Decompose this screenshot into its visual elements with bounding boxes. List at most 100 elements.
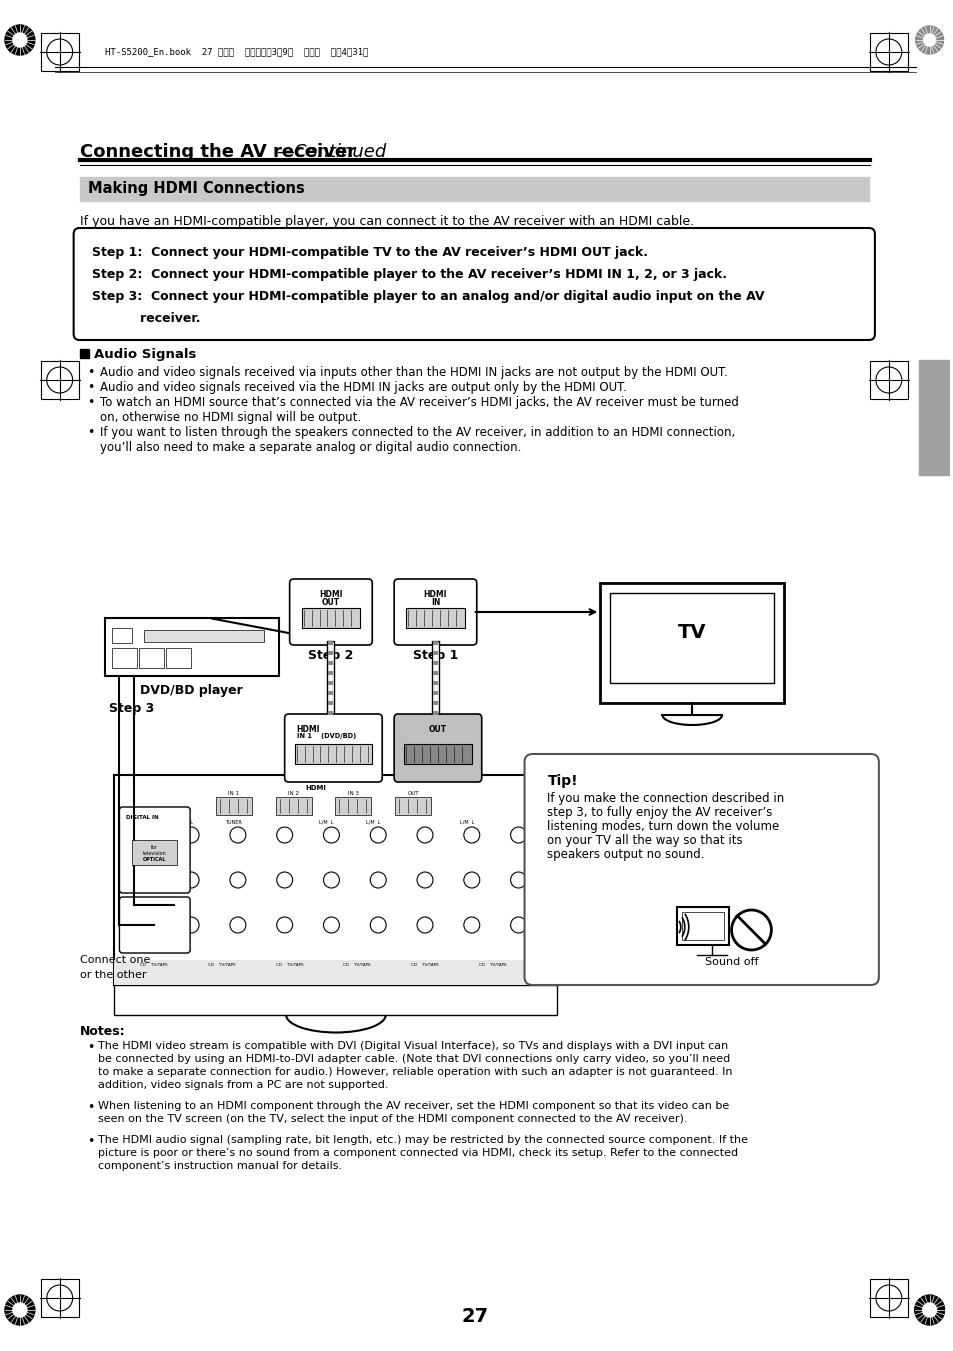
- Bar: [404, 744, 472, 765]
- Circle shape: [416, 827, 433, 843]
- Bar: [112, 628, 132, 643]
- Circle shape: [922, 1302, 936, 1317]
- Text: Audio and video signals received via the HDMI IN jacks are output only by the HD: Audio and video signals received via the…: [99, 381, 625, 394]
- Bar: [328, 701, 334, 705]
- Bar: [676, 907, 728, 944]
- Text: If you want to listen through the speakers connected to the AV receiver, in addi: If you want to listen through the speake…: [99, 426, 734, 439]
- Bar: [144, 630, 263, 642]
- Circle shape: [510, 827, 526, 843]
- Text: HDMI: HDMI: [305, 785, 326, 790]
- Text: Connect one: Connect one: [79, 955, 150, 965]
- Text: The HDMI audio signal (sampling rate, bit length, etc.) may be restricted by the: The HDMI audio signal (sampling rate, bi…: [97, 1135, 747, 1146]
- Bar: [433, 671, 437, 676]
- FancyBboxPatch shape: [119, 807, 190, 893]
- Text: listening modes, turn down the volume: listening modes, turn down the volume: [547, 820, 779, 834]
- Circle shape: [13, 1302, 27, 1317]
- Bar: [79, 177, 868, 201]
- Text: HDMI: HDMI: [319, 590, 342, 598]
- Text: step 3, to fully enjoy the AV receiver’s: step 3, to fully enjoy the AV receiver’s: [547, 807, 772, 819]
- Bar: [105, 617, 278, 676]
- Text: be connected by using an HDMI-to-DVI adapter cable. (Note that DVI connections o: be connected by using an HDMI-to-DVI ada…: [97, 1054, 729, 1065]
- Text: CD    TV/TAPE: CD TV/TAPE: [411, 963, 438, 967]
- Text: on your TV all the way so that its: on your TV all the way so that its: [547, 834, 742, 847]
- Bar: [139, 648, 164, 667]
- FancyBboxPatch shape: [524, 754, 878, 985]
- Text: picture is poor or there’s no sound from a component connected via HDMI, check i: picture is poor or there’s no sound from…: [97, 1148, 737, 1158]
- Text: To watch an HDMI source that’s connected via the AV receiver’s HDMI jacks, the A: To watch an HDMI source that’s connected…: [99, 396, 738, 409]
- Text: IN 1    (DVD/BD): IN 1 (DVD/BD): [296, 734, 355, 739]
- Bar: [79, 349, 89, 358]
- Text: IN: IN: [431, 598, 439, 607]
- FancyBboxPatch shape: [284, 713, 382, 782]
- Bar: [433, 701, 437, 705]
- Text: DIGITAL IN: DIGITAL IN: [127, 815, 159, 820]
- Text: you’ll also need to make a separate analog or digital audio connection.: you’ll also need to make a separate anal…: [99, 440, 520, 454]
- Text: HT-S5200_En.book  27 ページ  ２００９年3月9日  月曜日  午後4時31分: HT-S5200_En.book 27 ページ ２００９年3月9日 月曜日 午後…: [105, 47, 368, 57]
- Text: Tip!: Tip!: [547, 774, 578, 788]
- Bar: [433, 651, 437, 655]
- Text: OUT: OUT: [321, 598, 339, 607]
- Circle shape: [136, 827, 152, 843]
- Bar: [395, 797, 431, 815]
- Circle shape: [416, 917, 433, 934]
- Bar: [330, 778, 336, 780]
- Bar: [328, 671, 334, 676]
- Circle shape: [136, 871, 152, 888]
- Text: CD    TV/TAPE: CD TV/TAPE: [275, 963, 303, 967]
- Circle shape: [463, 917, 479, 934]
- Text: If you have an HDMI-compatible player, you can connect it to the AV receiver wit: If you have an HDMI-compatible player, y…: [79, 215, 693, 228]
- Text: component’s instruction manual for details.: component’s instruction manual for detai…: [97, 1161, 341, 1171]
- FancyBboxPatch shape: [119, 897, 190, 952]
- Circle shape: [923, 34, 935, 46]
- Bar: [294, 744, 372, 765]
- Circle shape: [183, 827, 199, 843]
- Circle shape: [5, 26, 35, 55]
- Text: or the other: or the other: [79, 970, 146, 979]
- Text: Sound off: Sound off: [704, 957, 758, 967]
- Bar: [434, 778, 441, 780]
- Circle shape: [370, 871, 386, 888]
- Text: 27: 27: [460, 1306, 488, 1325]
- Text: seen on the TV screen (on the TV, select the input of the HDMI component connect: seen on the TV screen (on the TV, select…: [97, 1115, 686, 1124]
- Circle shape: [276, 917, 293, 934]
- Circle shape: [183, 871, 199, 888]
- Bar: [114, 985, 557, 1015]
- Bar: [869, 361, 907, 399]
- Text: OUT: OUT: [407, 790, 418, 796]
- Circle shape: [230, 827, 246, 843]
- Circle shape: [510, 917, 526, 934]
- Circle shape: [416, 871, 433, 888]
- Text: •: •: [88, 1042, 95, 1054]
- Bar: [112, 648, 137, 667]
- Bar: [41, 361, 78, 399]
- Bar: [215, 797, 252, 815]
- Bar: [869, 1279, 907, 1317]
- Text: •: •: [88, 1101, 95, 1115]
- Circle shape: [915, 26, 943, 54]
- Text: Connecting the AV receiver: Connecting the AV receiver: [79, 143, 355, 161]
- Text: CD    TV/TAPE: CD TV/TAPE: [343, 963, 371, 967]
- Text: Making HDMI Connections: Making HDMI Connections: [88, 181, 304, 196]
- Text: OPTICAL: OPTICAL: [143, 857, 166, 862]
- Text: Audio Signals: Audio Signals: [93, 349, 195, 361]
- Circle shape: [230, 917, 246, 934]
- Bar: [869, 32, 907, 72]
- Circle shape: [510, 871, 526, 888]
- Bar: [328, 681, 334, 685]
- Circle shape: [914, 1296, 943, 1325]
- Circle shape: [183, 917, 199, 934]
- FancyBboxPatch shape: [394, 580, 476, 644]
- Bar: [681, 912, 722, 940]
- Circle shape: [463, 871, 479, 888]
- Text: on, otherwise no HDMI signal will be output.: on, otherwise no HDMI signal will be out…: [99, 411, 360, 424]
- Text: TV: TV: [678, 624, 706, 643]
- Bar: [114, 961, 557, 985]
- Text: •: •: [88, 381, 95, 394]
- Text: If you make the connection described in: If you make the connection described in: [547, 792, 784, 805]
- Text: •: •: [88, 426, 95, 439]
- Circle shape: [13, 32, 27, 47]
- Bar: [301, 608, 360, 628]
- FancyBboxPatch shape: [394, 713, 481, 782]
- Text: for
television: for television: [143, 844, 167, 855]
- Text: IN 2: IN 2: [288, 790, 299, 796]
